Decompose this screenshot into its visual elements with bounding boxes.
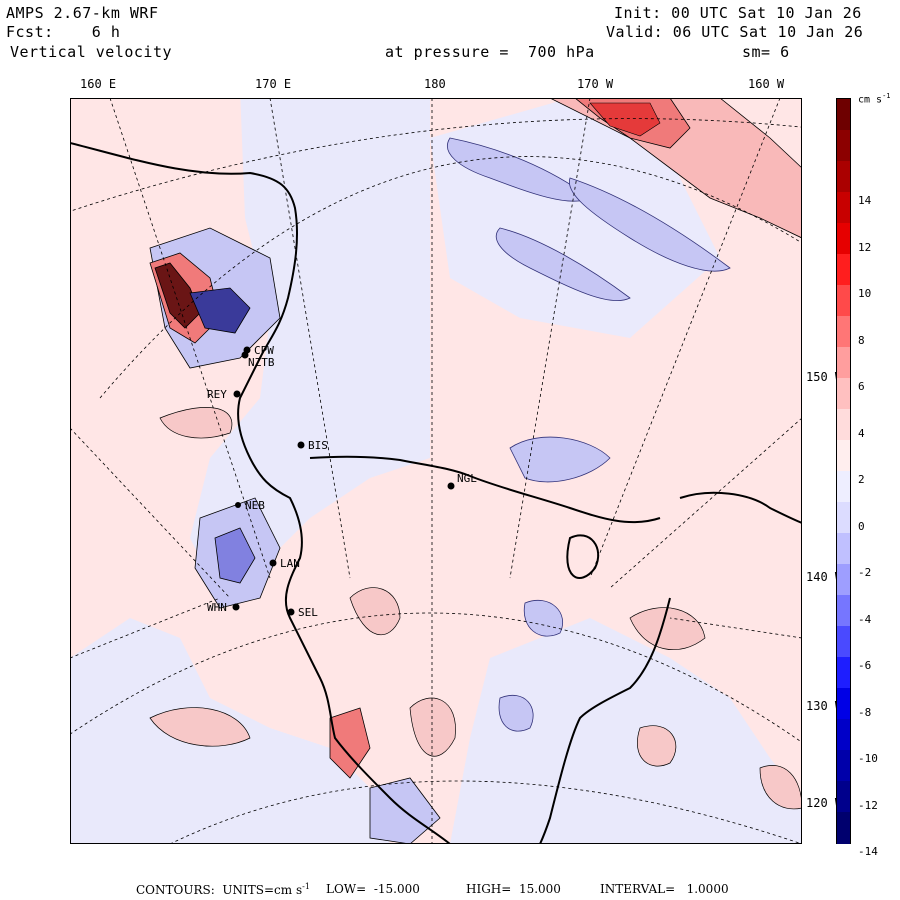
station-label: CPW <box>254 344 274 357</box>
colorbar-swatch <box>837 533 850 565</box>
lat-label-150w: 150 W <box>806 370 843 384</box>
footer-interval: INTERVAL= 1.0000 <box>600 882 729 896</box>
coastline <box>70 142 802 844</box>
station-label: SEL <box>298 606 318 619</box>
footer-high: HIGH= 15.000 <box>466 882 561 896</box>
colorbar-swatch <box>837 626 850 658</box>
colorbar-swatch <box>837 316 850 348</box>
ascent-region-north <box>549 98 802 239</box>
station-dot <box>232 603 240 611</box>
lon-label-170e: 170 E <box>255 77 292 91</box>
station-label: WHN <box>207 601 227 614</box>
colorbar-tick-label: 4 <box>858 426 865 440</box>
field-name: Vertical velocity <box>10 43 173 61</box>
colorbar-units-text: cm s <box>858 94 883 106</box>
colorbar-swatch <box>837 750 850 782</box>
station-label: LAN <box>280 557 300 570</box>
colorbar-swatch <box>837 223 850 255</box>
station-label: BIS <box>308 439 328 452</box>
colorbar-swatch <box>837 781 850 813</box>
map-frame <box>70 98 802 844</box>
colorbar-swatch <box>837 285 850 317</box>
colorbar-units: cm s-1 <box>858 92 891 105</box>
colorbar-tick-label: 6 <box>858 380 865 393</box>
station-label: NZTB <box>248 356 275 369</box>
colorbar-tick-label: -10 <box>858 752 878 765</box>
colorbar-swatch <box>837 564 850 596</box>
lon-label-160w: 160 W <box>748 77 785 91</box>
descent-streaks <box>447 137 731 732</box>
colorbar-swatch <box>837 161 850 193</box>
meridian-lines <box>70 98 802 844</box>
colorbar-swatch <box>837 595 850 627</box>
ascent-blobs <box>149 407 802 810</box>
colorbar-swatch <box>837 99 850 131</box>
colorbar-swatch <box>837 719 850 751</box>
colorbar-tick-label: -8 <box>858 705 872 719</box>
model-title: AMPS 2.67-km WRF <box>6 4 159 22</box>
colorbar-swatch <box>837 812 850 844</box>
station-dot <box>287 608 295 616</box>
colorbar-units-exp: -1 <box>882 92 891 100</box>
colorbar-swatch <box>837 471 850 503</box>
colorbar-swatch <box>837 440 850 472</box>
station-dot <box>235 502 241 508</box>
colorbar-tick-label: 0 <box>858 519 865 533</box>
colorbar-tick-label: -2 <box>858 566 872 579</box>
subsidence-region <box>190 98 430 598</box>
colorbar-swatch <box>837 688 850 720</box>
colorbar-tick-label: -12 <box>858 798 878 812</box>
colorbar-tick-label: -14 <box>858 845 878 858</box>
colorbar-swatch <box>837 347 850 379</box>
colorbar-swatch <box>837 192 850 224</box>
lat-label-130w: 130 W <box>806 699 843 713</box>
station-label: NGL <box>457 472 477 485</box>
colorbar-tick-label: 14 <box>858 194 872 207</box>
lon-label-170w: 170 W <box>577 77 614 91</box>
latitude-circles <box>70 118 802 844</box>
colorbar-swatch <box>837 254 850 286</box>
colorbar-tick-label: 12 <box>858 240 872 254</box>
station-dot <box>241 351 249 359</box>
colorbar-swatch <box>837 657 850 689</box>
footer-contours-text: CONTOURS: UNITS=cm s <box>136 883 303 897</box>
lat-label-140w: 140 W <box>806 570 843 584</box>
colorbar-tick-label: 2 <box>858 473 865 486</box>
station-dot <box>233 390 241 398</box>
colorbar-swatch <box>837 502 850 534</box>
valid-time: Valid: 06 UTC Sat 10 Jan 26 <box>606 23 864 41</box>
lon-label-180: 180 <box>424 77 446 91</box>
lon-label-160e: 160 E <box>80 77 117 91</box>
init-time: Init: 00 UTC Sat 10 Jan 26 <box>614 4 862 22</box>
station-dot <box>269 559 277 567</box>
colorbar-swatch <box>837 409 850 441</box>
station-dot <box>447 482 455 490</box>
colorbar-tick-label: 10 <box>858 287 872 300</box>
colorbar-tick-label: -4 <box>858 612 872 626</box>
station-label: NEB <box>245 499 265 512</box>
subsidence-region <box>450 618 802 844</box>
colorbar-swatch <box>837 378 850 410</box>
colorbar-tick-label: 8 <box>858 333 865 347</box>
pressure-level: at pressure = 700 hPa <box>385 43 595 61</box>
velocity-map: CPW NZTB REY BIS NGL LAN SEL WHN NEB <box>70 98 802 844</box>
colorbar-tick-label: -6 <box>858 659 872 672</box>
smoothing-value: sm= 6 <box>742 43 790 61</box>
forecast-hour: Fcst: 6 h <box>6 23 121 41</box>
colorbar <box>836 98 851 844</box>
colorbar-swatch <box>837 130 850 162</box>
footer-low: LOW= -15.000 <box>326 882 420 896</box>
footer-contours: CONTOURS: UNITS=cm s-1 <box>136 882 310 897</box>
footer-units-exp: -1 <box>302 882 310 891</box>
station-markers: CPW NZTB REY BIS NGL LAN SEL WHN NEB <box>207 344 477 619</box>
lat-label-120w: 120 W <box>806 796 843 810</box>
station-dot <box>297 441 305 449</box>
station-label: REY <box>207 388 227 401</box>
